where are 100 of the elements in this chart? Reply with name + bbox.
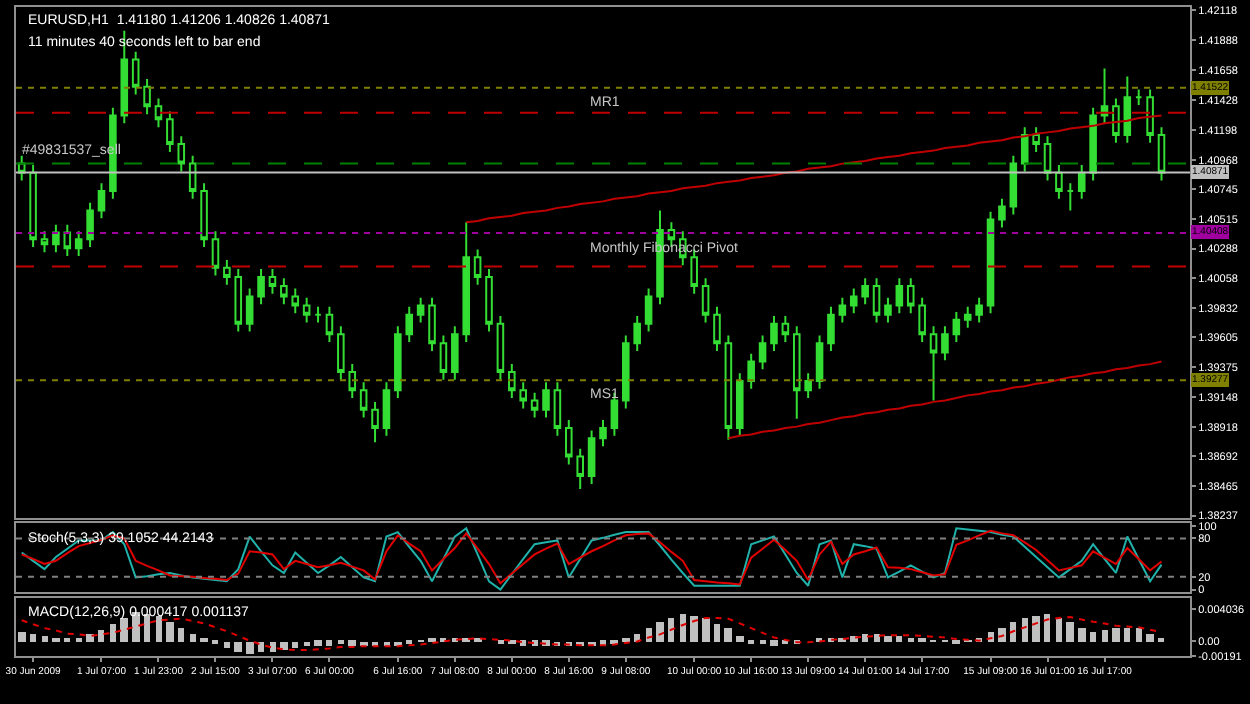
bar: [1022, 617, 1028, 642]
candlestick: [1100, 67, 1109, 125]
bar: [166, 621, 174, 642]
candlestick: [86, 201, 94, 248]
bar: [1010, 621, 1016, 642]
bar: [348, 639, 356, 646]
candlestick: [895, 277, 904, 315]
candlestick: [257, 268, 265, 306]
candlestick: [382, 381, 391, 437]
bar: [190, 633, 196, 642]
candlestick: [838, 296, 847, 324]
candlestick: [359, 381, 368, 419]
bar: [680, 613, 686, 642]
bar: [292, 641, 298, 648]
candlestick: [986, 210, 995, 315]
bar: [1112, 627, 1120, 642]
candlestick: [314, 305, 322, 324]
line-series: [727, 360, 1163, 440]
candlestick: [713, 305, 721, 353]
candlestick: [416, 296, 425, 324]
candlestick: [701, 277, 710, 324]
bar: [110, 623, 116, 642]
candlestick: [587, 429, 596, 485]
bar: [1124, 627, 1130, 642]
candlestick: [1112, 97, 1120, 144]
bar: [280, 641, 288, 650]
bar: [736, 635, 744, 642]
candlestick: [1009, 154, 1018, 216]
bar: [1056, 617, 1062, 642]
candlestick: [1066, 182, 1075, 212]
bar: [1136, 627, 1142, 642]
candlestick: [553, 381, 562, 437]
candlestick: [929, 325, 938, 402]
bar: [120, 617, 128, 642]
bar: [270, 641, 276, 652]
bar: [862, 633, 868, 642]
bar: [874, 633, 880, 642]
bar: [234, 641, 242, 652]
candlestick: [325, 305, 334, 343]
bar: [30, 633, 36, 642]
bar: [156, 615, 162, 642]
bar: [18, 631, 26, 642]
candlestick: [131, 50, 140, 96]
candlestick: [872, 277, 881, 324]
candlestick: [998, 197, 1006, 229]
bar: [1146, 633, 1154, 642]
candlestick: [154, 97, 163, 129]
candlestick: [758, 334, 767, 371]
bar: [1044, 613, 1050, 642]
candlestick: [485, 268, 493, 333]
candlestick: [496, 314, 505, 381]
bar: [884, 635, 892, 642]
candlestick: [302, 296, 311, 324]
bar: [896, 635, 902, 642]
bar: [770, 639, 778, 646]
bar: [702, 617, 710, 642]
candlestick: [827, 305, 835, 353]
bar: [1090, 631, 1096, 642]
candlestick: [428, 296, 436, 353]
candlestick: [530, 391, 539, 419]
bar: [1078, 627, 1086, 642]
candlestick: [97, 182, 106, 220]
candlestick: [211, 230, 220, 277]
candlestick: [143, 77, 151, 116]
bar: [326, 639, 332, 646]
candlestick: [1146, 88, 1154, 144]
candlestick: [1055, 163, 1063, 200]
bar: [144, 613, 150, 642]
bar: [86, 633, 94, 642]
candlestick: [1089, 106, 1097, 182]
candlestick: [542, 381, 550, 419]
candlestick: [644, 287, 653, 333]
candlestick: [188, 154, 197, 200]
candlestick: [52, 223, 60, 254]
bar: [224, 641, 230, 648]
bar: [246, 641, 254, 654]
candlestick: [884, 296, 892, 324]
candlestick: [815, 334, 824, 390]
bar: [690, 615, 698, 642]
candlestick: [1077, 163, 1086, 200]
candlestick: [371, 400, 379, 444]
bar: [1032, 615, 1040, 642]
bar: [668, 617, 674, 642]
candlestick: [1043, 135, 1052, 182]
candlestick: [724, 334, 733, 441]
bar: [258, 641, 264, 652]
candlestick: [1134, 88, 1143, 107]
candlestick: [40, 230, 49, 254]
candlestick: [952, 311, 961, 343]
candlestick: [770, 314, 778, 353]
candlestick: [200, 182, 208, 248]
candlestick: [439, 334, 448, 381]
candlestick: [781, 314, 790, 343]
bar: [42, 635, 48, 642]
candlestick: [1157, 126, 1166, 182]
bar: [1102, 629, 1108, 642]
bar: [314, 639, 322, 646]
bar: [98, 629, 104, 642]
candlestick: [941, 325, 949, 362]
candlestick: [268, 268, 277, 295]
